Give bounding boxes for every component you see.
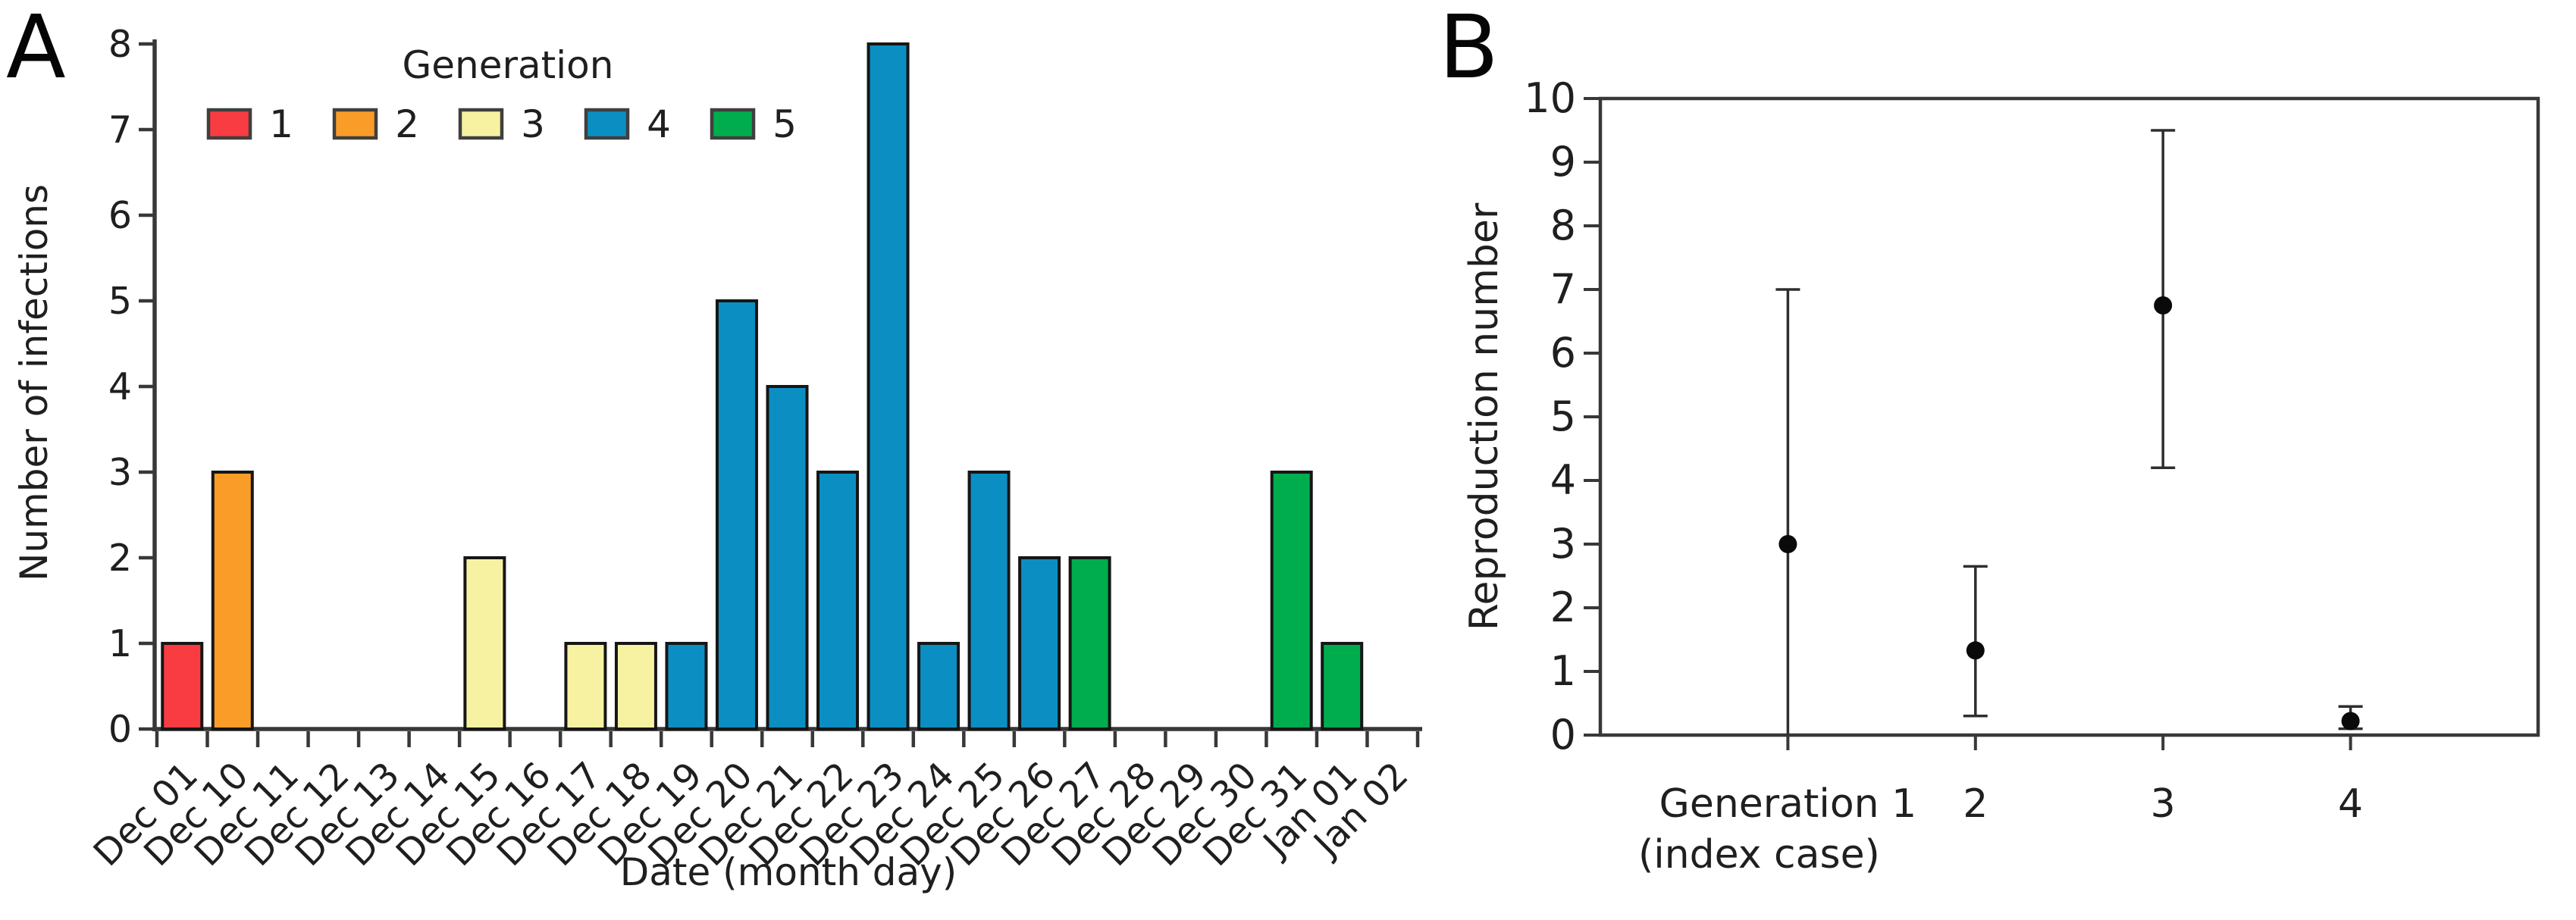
y-tick-label: 1 xyxy=(108,622,132,665)
legend: 1 2 3 4 5 xyxy=(206,102,797,146)
y-tick-label: 0 xyxy=(108,708,132,751)
x-tick-label-line1: 4 xyxy=(2338,781,2363,827)
legend-label-gen-5: 5 xyxy=(772,102,797,146)
legend-label-gen-4: 4 xyxy=(647,102,671,146)
bar-dec-18 xyxy=(614,642,657,731)
y-tick-label: 1 xyxy=(1550,647,1576,695)
y-tick-label: 2 xyxy=(1550,584,1576,631)
legend-label-gen-3: 3 xyxy=(521,102,545,146)
point-estimate xyxy=(1966,641,1985,660)
y-tick-label: 0 xyxy=(1550,711,1576,759)
legend-swatch-gen-4 xyxy=(584,108,630,140)
y-tick-label: 4 xyxy=(1550,456,1576,504)
y-tick-label: 3 xyxy=(108,451,132,494)
bar-dec-20 xyxy=(715,299,758,731)
panel-b-y-axis-title: Reproduction number xyxy=(1462,202,1507,631)
point-estimate xyxy=(1778,535,1797,553)
x-tick-label-line2: (index case) xyxy=(1638,832,1880,878)
y-tick-label: 10 xyxy=(1524,74,1576,122)
bar-dec-19 xyxy=(665,642,708,731)
y-tick-label: 8 xyxy=(108,23,132,66)
bar-dec-22 xyxy=(816,471,860,731)
panel-a-bars xyxy=(161,42,1364,731)
x-tick-label-line1: 3 xyxy=(2151,781,2176,827)
panel-a-label: A xyxy=(6,0,66,99)
y-tick-label: 8 xyxy=(1550,202,1576,249)
plot-box xyxy=(1598,96,2540,737)
legend-label-gen-2: 2 xyxy=(395,102,419,146)
legend-swatch-gen-2 xyxy=(332,108,378,140)
panel-b-label: B xyxy=(1439,0,1499,99)
legend-label-gen-1: 1 xyxy=(269,102,293,146)
bar-dec-21 xyxy=(766,385,809,731)
bar-dec-27 xyxy=(1068,556,1111,731)
y-tick-label: 5 xyxy=(1550,393,1576,440)
bar-dec-17 xyxy=(564,642,607,731)
bar-dec-15 xyxy=(463,556,506,731)
y-tick-label: 5 xyxy=(108,280,132,323)
x-tick-label-line1: Generation 1 xyxy=(1659,781,1917,827)
legend-swatch-gen-1 xyxy=(206,108,252,140)
bar-dec-26 xyxy=(1018,556,1061,731)
bar-dec-01 xyxy=(161,642,204,731)
y-tick-label: 9 xyxy=(1550,138,1576,186)
y-tick-label: 6 xyxy=(108,194,132,237)
point-estimate xyxy=(2154,296,2173,314)
bar-jan-01 xyxy=(1321,642,1364,731)
y-tick-label: 7 xyxy=(108,108,132,152)
legend-title: Generation xyxy=(403,43,614,87)
legend-swatch-gen-3 xyxy=(458,108,504,140)
panel-a-x-axis-title: Date (month day) xyxy=(620,850,957,894)
bar-dec-23 xyxy=(867,42,910,731)
panel-a-axes: 0 1 2 3 4 5 6 7 8 xyxy=(108,23,1422,751)
legend-swatch-gen-5 xyxy=(710,108,756,140)
panel-b-points xyxy=(1775,129,2363,735)
panel-b-axes: 0 1 2 3 4 5 6 7 8 9 10 xyxy=(1524,74,2540,759)
y-tick-label: 4 xyxy=(108,365,132,408)
bar-dec-24 xyxy=(917,642,961,731)
y-tick-label: 7 xyxy=(1550,265,1576,313)
y-tick-label: 3 xyxy=(1550,520,1576,568)
bar-dec-31 xyxy=(1270,471,1313,731)
bar-dec-25 xyxy=(967,471,1011,731)
y-tick-label: 2 xyxy=(108,537,132,580)
x-tick-label-line1: 2 xyxy=(1963,781,1988,827)
y-tick-label: 6 xyxy=(1550,329,1576,377)
panel-b-x-tick-labels: Generation 1 (index case) 2 3 4 xyxy=(1638,781,2363,878)
bar-dec-10 xyxy=(211,471,254,731)
point-estimate xyxy=(2341,712,2360,731)
panel-a-y-axis-title: Number of infections xyxy=(12,184,56,581)
